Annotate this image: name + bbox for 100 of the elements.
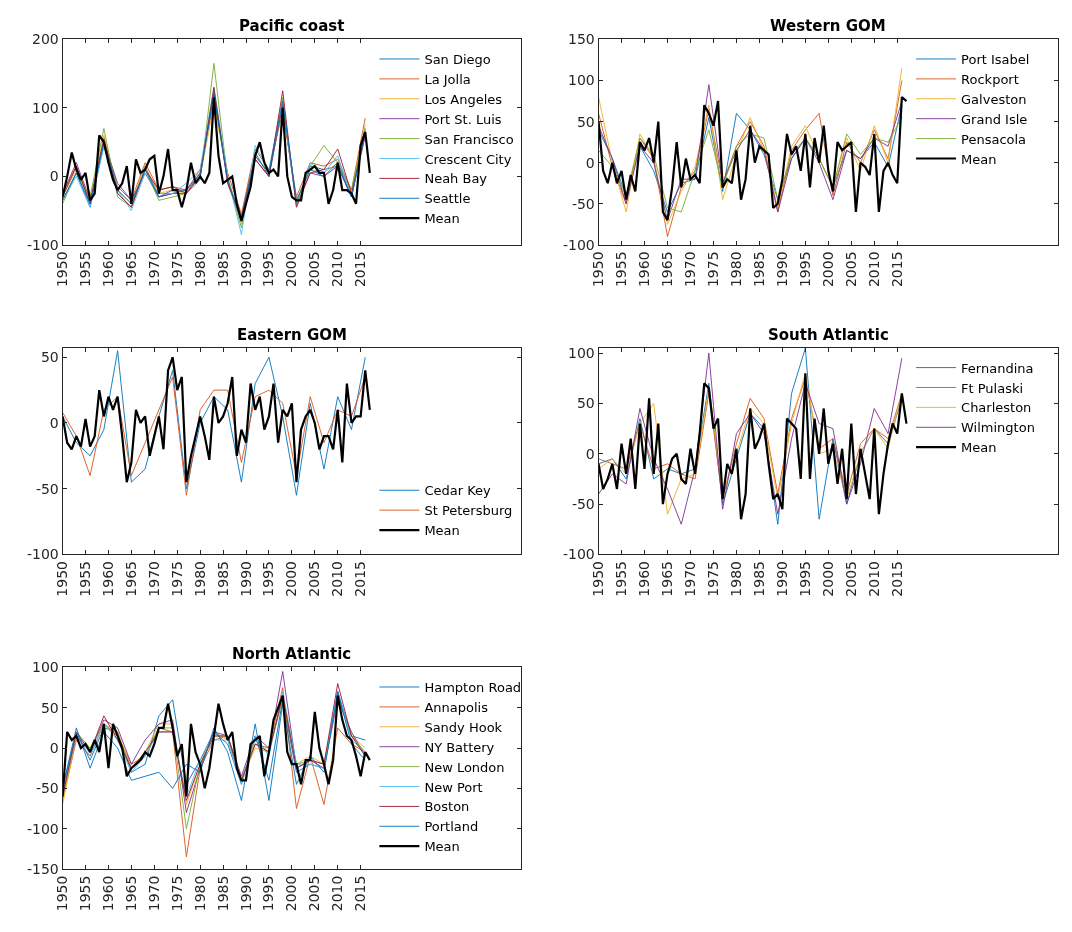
x-tick-label: 1965 [122, 561, 139, 597]
x-tick-label: 1960 [636, 561, 653, 597]
legend-label: Mean [424, 839, 460, 855]
x-tick-label: 1950 [54, 251, 71, 288]
legend-label: La Jolla [424, 71, 471, 87]
x-tick-label: 2015 [888, 251, 905, 288]
legend-label: Cedar Key [424, 483, 492, 499]
x-tick-label: 2000 [283, 875, 300, 912]
legend-label: Crescent City [424, 151, 512, 167]
y-tick-label: 0 [49, 739, 59, 756]
y-tick-label: 50 [40, 699, 59, 716]
x-tick-label: 1985 [750, 561, 767, 597]
y-tick-label: -50 [571, 195, 595, 212]
x-tick-label: 1960 [100, 875, 116, 912]
legend-label: New Port [424, 779, 483, 795]
legend-label: Neah Bay [424, 171, 488, 187]
legend-label: Ft Pulaski [961, 380, 1024, 396]
x-tick-label: 1990 [773, 251, 790, 288]
x-tick-label: 1985 [750, 251, 767, 288]
x-tick-label: 1980 [727, 251, 744, 288]
legend-label: St Petersburg [424, 503, 513, 519]
x-tick-label: 2005 [842, 251, 859, 288]
x-tick-label: 2000 [819, 251, 836, 288]
x-tick-label: 1970 [682, 561, 699, 597]
x-tick-label: 2005 [306, 561, 323, 597]
x-tick-label: 2000 [283, 251, 300, 288]
x-tick-label: 2010 [865, 251, 882, 288]
y-tick-label: 200 [32, 31, 59, 48]
chart-title: South Atlantic [768, 326, 889, 344]
x-tick-label: 2010 [329, 251, 346, 288]
x-tick-label: 2015 [888, 561, 905, 597]
y-tick-label: -100 [27, 546, 59, 563]
legend-label: Annapolis [424, 699, 489, 715]
y-tick-label: 150 [568, 31, 595, 48]
legend-label: Portland [424, 819, 479, 835]
x-tick-label: 1980 [191, 561, 208, 597]
y-tick-label: 50 [576, 395, 595, 412]
y-tick-label: -50 [571, 496, 595, 513]
y-tick-label: 0 [49, 414, 59, 431]
x-tick-label: 1995 [260, 561, 277, 597]
legend-label: NY Battery [424, 739, 495, 755]
x-tick-label: 2015 [352, 561, 369, 597]
x-tick-label: 2010 [329, 561, 346, 597]
x-tick-label: 1975 [168, 251, 185, 288]
legend-label: Charleston [961, 400, 1032, 416]
x-tick-label: 1950 [54, 561, 71, 597]
x-tick-label: 1990 [237, 561, 254, 597]
x-tick-label: 1995 [260, 875, 277, 912]
legend-label: Hampton Road [424, 680, 522, 696]
y-tick-label: 100 [568, 72, 595, 89]
chart-title: Western GOM [770, 17, 886, 35]
legend-label: Mean [424, 211, 460, 227]
x-tick-label: 1965 [659, 251, 676, 288]
y-tick-label: 50 [40, 349, 59, 366]
legend-label: Los Angeles [424, 91, 503, 107]
chart-title: Eastern GOM [237, 326, 347, 344]
x-tick-label: 1995 [796, 561, 813, 597]
x-tick-label: 1985 [214, 561, 231, 597]
legend-label: Port St. Luis [424, 111, 502, 127]
legend-label: Fernandina [961, 360, 1034, 376]
x-tick-label: 1960 [100, 251, 116, 288]
y-tick-label: -100 [27, 820, 59, 837]
x-tick-label: 1990 [237, 875, 254, 912]
x-tick-label: 1970 [145, 561, 162, 597]
y-tick-label: 0 [585, 154, 595, 171]
x-tick-label: 2010 [329, 875, 346, 912]
x-tick-label: 1980 [191, 875, 208, 912]
legend-label: Mean [961, 151, 997, 167]
x-tick-label: 2000 [283, 561, 300, 597]
x-tick-label: 1980 [727, 561, 744, 597]
legend-label: Wilmington [961, 420, 1035, 436]
chart-title: North Atlantic [232, 645, 352, 663]
x-tick-label: 1950 [590, 561, 607, 597]
legend-label: Boston [424, 799, 470, 815]
x-tick-label: 1975 [705, 251, 721, 288]
x-tick-label: 1955 [613, 561, 630, 597]
legend-label: Mean [424, 523, 460, 539]
x-tick-label: 1970 [145, 251, 162, 288]
x-tick-label: 2015 [352, 875, 369, 912]
legend-label: Pensacola [961, 131, 1027, 147]
x-tick-label: 1950 [590, 251, 607, 288]
legend-label: San Diego [424, 52, 491, 68]
legend-label: Seattle [424, 191, 471, 207]
x-tick-label: 1975 [168, 561, 185, 597]
y-tick-label: 0 [585, 445, 595, 462]
x-tick-label: 1970 [682, 251, 699, 288]
legend-label: New London [424, 759, 505, 775]
legend-label: San Francisco [424, 131, 514, 147]
legend-label: Grand Isle [961, 111, 1028, 127]
x-tick-label: 1965 [659, 561, 676, 597]
legend-label: Rockport [961, 71, 1019, 87]
y-tick-label: -50 [35, 780, 59, 797]
y-tick-label: 100 [32, 659, 59, 676]
x-tick-label: 1990 [237, 251, 254, 288]
x-tick-label: 2005 [306, 251, 323, 288]
x-tick-label: 1990 [773, 561, 790, 597]
y-tick-label: -100 [562, 236, 595, 253]
y-tick-label: 0 [49, 168, 59, 185]
x-tick-label: 1965 [122, 875, 139, 912]
x-tick-label: 1980 [191, 251, 208, 288]
